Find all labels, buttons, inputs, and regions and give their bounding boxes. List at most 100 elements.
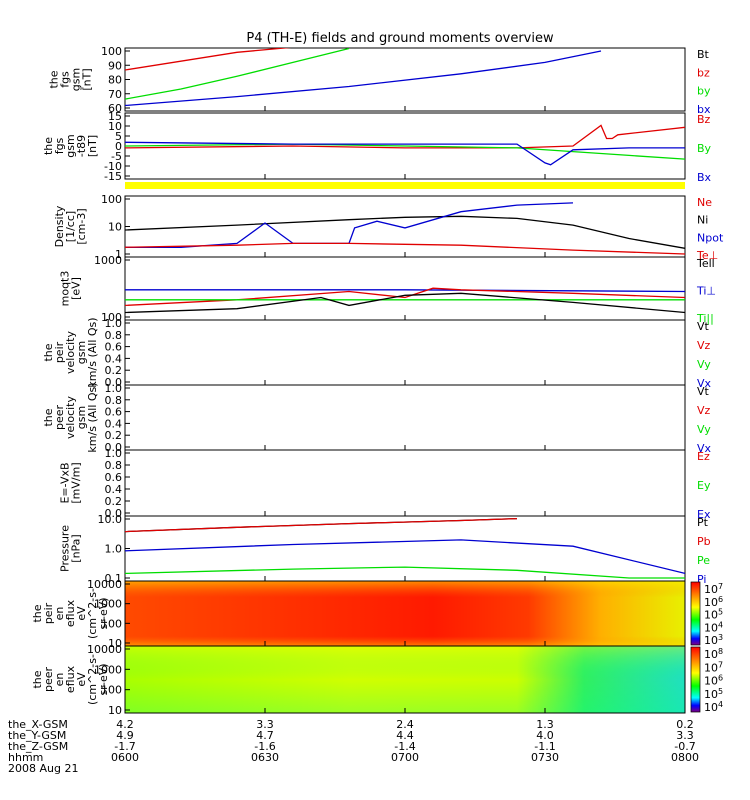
series-Npot — [125, 202, 574, 248]
y-axis-label: gsm — [64, 134, 77, 157]
y-axis-label: the — [42, 408, 55, 426]
ion-colorbar-label: 104 — [704, 620, 723, 634]
y-axis-label: peer — [53, 405, 66, 431]
axis-row-label-z: the_Z-GSM — [8, 740, 68, 753]
series-Te⊥ — [125, 287, 685, 307]
axis-row-label-x: the_X-GSM — [8, 718, 68, 731]
ion-colorbar-label: 103 — [704, 633, 723, 647]
series-Pi — [125, 539, 685, 575]
panel-frame — [124, 319, 686, 386]
time-tick-value: 3.3 — [676, 729, 694, 742]
legend-Npot: Npot — [697, 231, 724, 244]
legend-Vz: Vz — [697, 404, 711, 417]
y-axis-label: sr-eV) — [97, 663, 110, 695]
legend-Bx: Bx — [697, 171, 712, 184]
legend-bx: bx — [697, 103, 711, 116]
ion-spectrogram-shade — [125, 581, 685, 646]
y-tick-label: 10 — [108, 637, 122, 650]
panel-2 — [125, 182, 685, 189]
legend-Ex: Ex — [697, 508, 711, 521]
panel-frame — [124, 384, 686, 451]
legend-Ey: Ey — [697, 479, 711, 492]
series-Ti⊥ — [125, 289, 685, 293]
y-tick-label: 1.0 — [105, 447, 123, 460]
legend-Ez: Ez — [697, 450, 710, 463]
y-axis-label: gsm — [75, 406, 88, 429]
y-axis-label: the — [48, 70, 61, 88]
series-bx — [125, 50, 602, 107]
panels-group: 10090807060thefgsgsm[nT]Btbzbybx151050-5… — [31, 45, 724, 717]
y-tick-label: 0.2 — [105, 495, 123, 508]
y-axis-label: the — [31, 670, 44, 688]
series-bz — [125, 48, 292, 71]
y-axis-label: gsm — [70, 68, 83, 91]
y-axis-label: velocity — [64, 396, 77, 439]
y-tick-label: 100 — [101, 311, 122, 324]
y-tick-label: 10 — [108, 221, 122, 234]
y-tick-label: 1.0 — [105, 543, 123, 556]
series-Bx — [125, 141, 685, 166]
ion-colorbar-label: 106 — [704, 595, 723, 609]
y-tick-label: -10 — [104, 160, 122, 173]
y-tick-label: 15 — [108, 110, 122, 123]
y-tick-label: 0.1 — [105, 572, 123, 585]
y-axis-label: [nPa] — [70, 534, 83, 562]
y-axis-label: [mV/m] — [70, 462, 83, 503]
y-tick-label: 90 — [108, 59, 122, 72]
y-axis-label: [eV] — [70, 277, 83, 300]
y-axis-label: km/s (All Qs) — [86, 382, 99, 452]
y-tick-label: 0.6 — [105, 471, 123, 484]
legend-Vt: Vt — [697, 320, 710, 333]
y-axis-label: en — [53, 607, 66, 621]
y-tick-label: 10.0 — [98, 513, 123, 526]
y-axis-label: E=-VxB — [59, 462, 72, 503]
y-tick-label: 10000 — [87, 578, 122, 591]
y-tick-label: 1.0 — [105, 317, 123, 330]
elec-colorbar-label: 104 — [704, 700, 723, 714]
y-axis-label: (cm^2-s- — [86, 588, 99, 639]
y-tick-label: 0.4 — [105, 352, 123, 365]
y-tick-label: 10000 — [87, 643, 122, 656]
y-tick-label: 0.2 — [105, 429, 123, 442]
panel-frame — [124, 449, 686, 517]
y-tick-label: 0.0 — [105, 376, 123, 389]
series-Pb — [125, 517, 518, 533]
time-tick-value: -1.1 — [534, 740, 555, 753]
legend-Vy: Vy — [697, 423, 711, 436]
time-tick-value: 0600 — [111, 751, 139, 764]
legend-Ni: Ni — [697, 214, 708, 227]
y-axis-label: the — [42, 343, 55, 361]
y-axis-label: [nT] — [81, 68, 94, 90]
y-axis-label: moqt3 — [59, 271, 72, 307]
y-tick-label: 0.8 — [105, 459, 123, 472]
legend-Bz: Bz — [697, 113, 711, 126]
legend-bz: bz — [697, 66, 710, 79]
panel-6: 1.00.80.60.40.20.0 thepeervelocitygsmkm/s… — [42, 382, 712, 455]
legend-Bt: Bt — [697, 48, 710, 61]
y-tick-label: 0.4 — [105, 417, 123, 430]
y-tick-label: 1 — [115, 248, 122, 261]
y-tick-label: 0.0 — [105, 507, 123, 520]
y-axis-label: the — [31, 604, 44, 622]
y-axis-label: gsm — [75, 341, 88, 364]
y-tick-label: 0.8 — [105, 329, 123, 342]
time-tick-value: -1.4 — [394, 740, 415, 753]
legend-Vx: Vx — [697, 442, 712, 455]
y-axis-label: en — [53, 673, 66, 687]
y-tick-label: 70 — [108, 88, 122, 101]
time-tick-value: 0700 — [391, 751, 419, 764]
y-axis-label: Density — [53, 205, 66, 247]
panel-7: 1.00.80.60.40.20.0 E=-VxB[mV/m] Ez Ey Ex — [59, 447, 711, 521]
date-label: 2008 Aug 21 — [8, 762, 78, 775]
time-tick-value: -0.7 — [674, 740, 695, 753]
axis-row-label-hhmm: hhmm — [8, 751, 43, 764]
y-axis-label: peir — [42, 602, 55, 624]
y-tick-label: 80 — [108, 74, 122, 87]
y-tick-label: 1000 — [94, 598, 122, 611]
figure-title: P4 (TH-E) fields and ground moments over… — [246, 31, 554, 46]
y-axis-label: Pressure — [59, 525, 72, 572]
legend-Vz: Vz — [697, 339, 711, 352]
elec-colorbar-label: 108 — [704, 647, 723, 661]
